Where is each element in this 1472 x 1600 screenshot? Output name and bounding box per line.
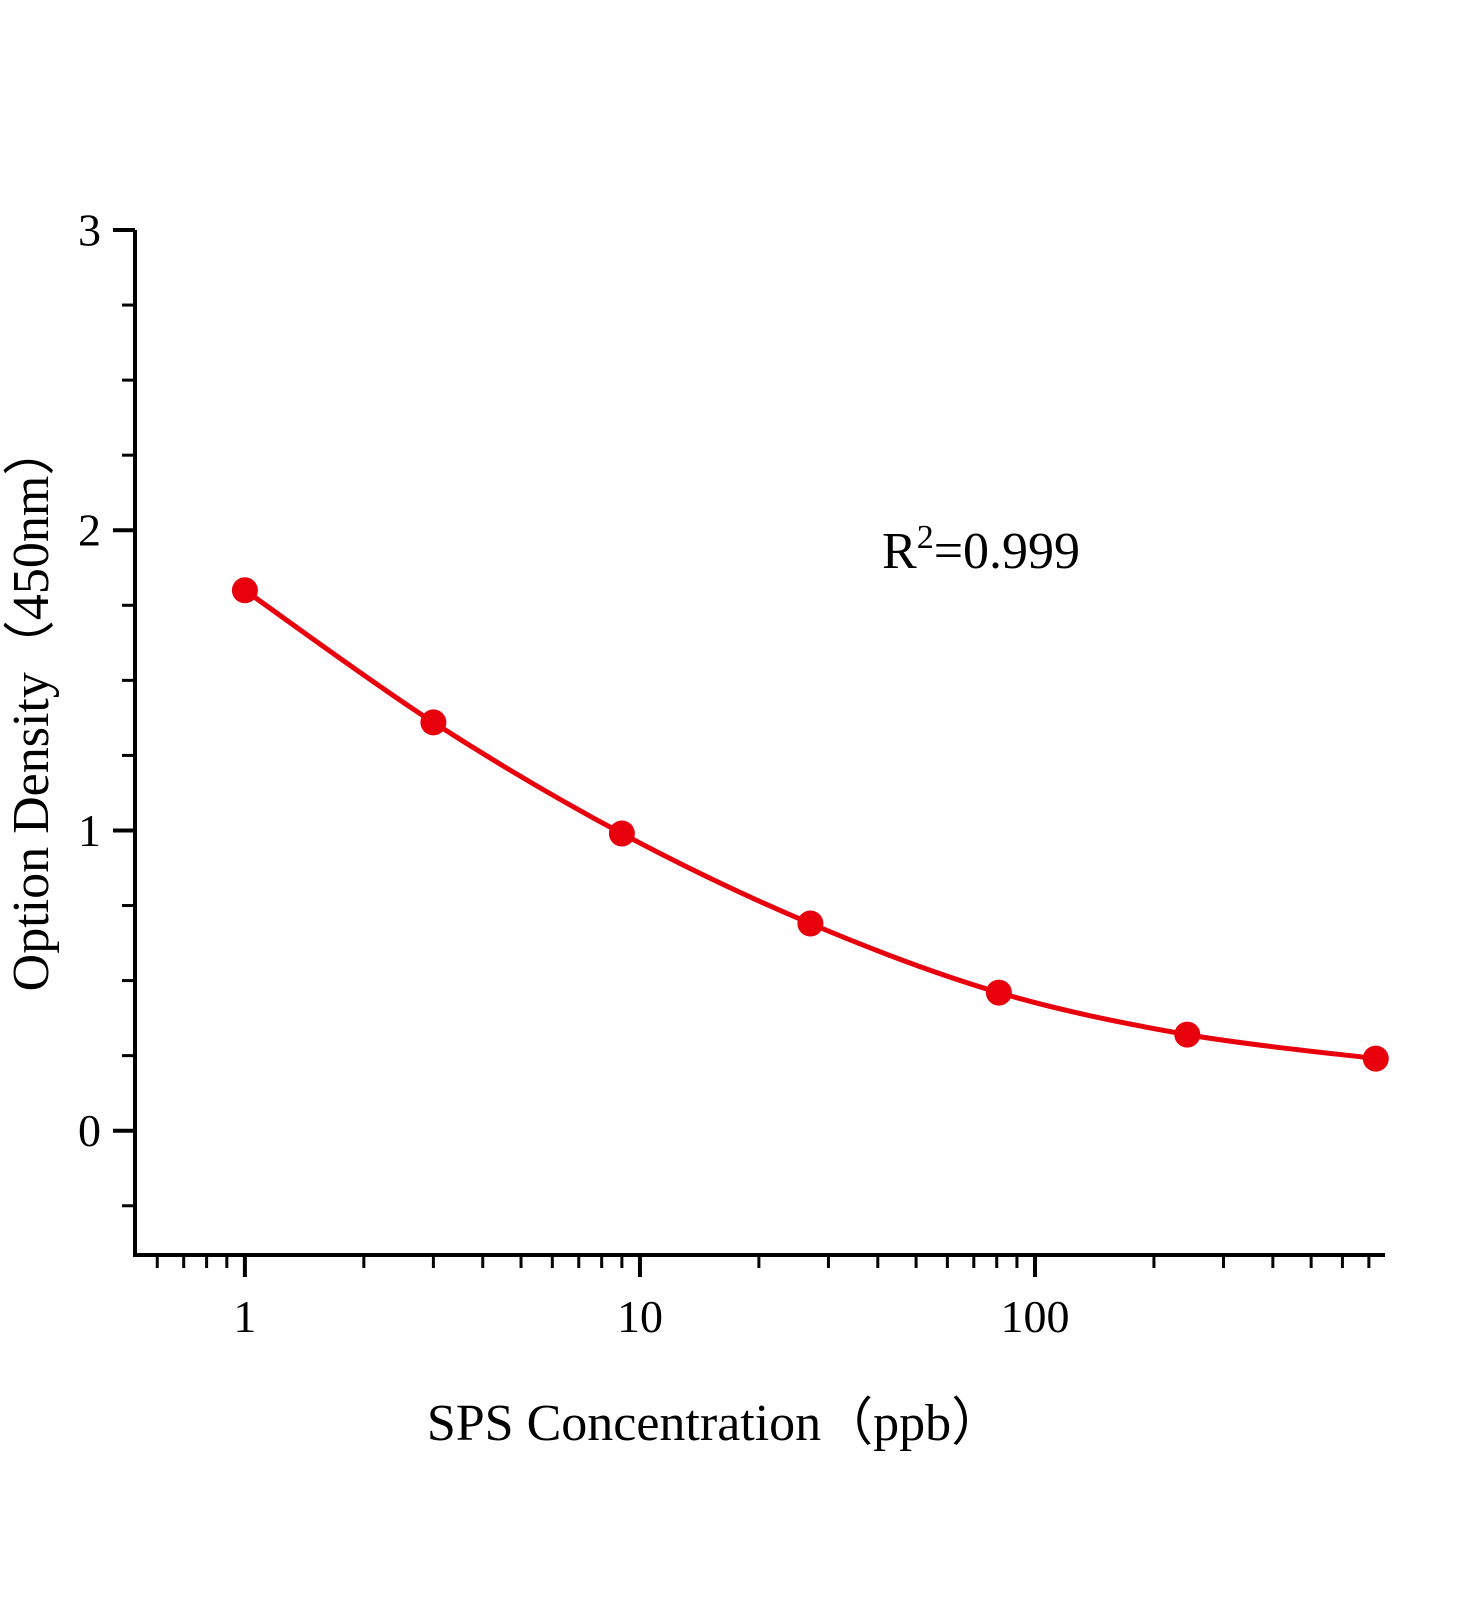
x-axis-title: SPS Concentration（ppb） [427, 1395, 1003, 1452]
x-tick-label: 1 [233, 1291, 256, 1342]
series-sps-standard-curve [231, 577, 1389, 1072]
x-axis-ticks: 1 10 100 [155, 1255, 1371, 1342]
y-axis-title: Option Density（450nm） [3, 424, 60, 992]
data-point-marker [231, 577, 258, 604]
y-tick-label: 1 [78, 805, 101, 856]
r-squared-annotation: R2=0.999 [882, 519, 1080, 580]
y-tick-label: 2 [78, 505, 101, 556]
series-line [242, 587, 1379, 1062]
x-tick-label: 10 [617, 1291, 663, 1342]
y-axis-ticks: 0 1 2 3 [78, 205, 135, 1208]
data-point-marker [797, 910, 824, 937]
data-point-marker [420, 709, 447, 736]
data-point-marker [1174, 1021, 1201, 1048]
x-tick-label: 100 [1001, 1291, 1070, 1342]
data-point-marker [608, 820, 635, 847]
y-tick-label: 0 [78, 1105, 101, 1156]
data-point-marker [985, 979, 1012, 1006]
y-tick-label: 3 [78, 205, 101, 256]
data-point-marker [1362, 1045, 1389, 1072]
axes [133, 230, 1385, 1257]
